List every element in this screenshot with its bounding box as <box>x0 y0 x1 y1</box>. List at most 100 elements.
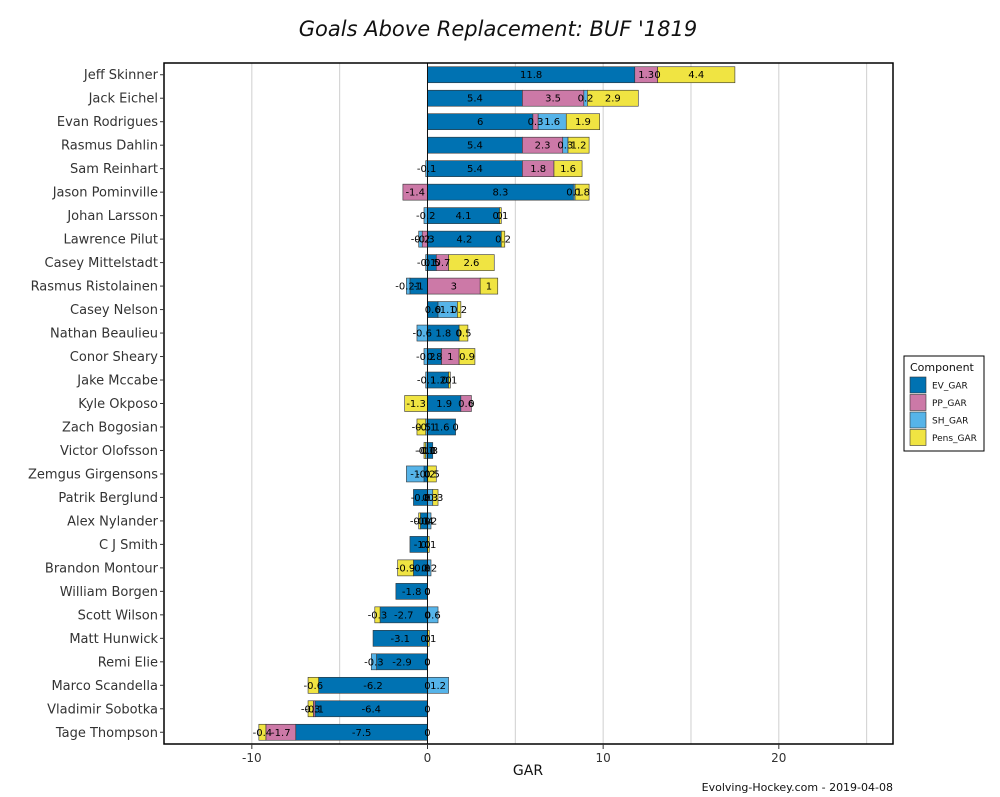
bar-segment-pens-gar <box>587 89 639 107</box>
bar-value-label: 0 <box>424 681 430 692</box>
legend-label: Pens_GAR <box>932 434 977 444</box>
bar-value-label: -0.8 <box>411 563 431 574</box>
bar-value-label: 0.8 <box>427 352 443 363</box>
bar-value-label: 5.4 <box>467 141 483 152</box>
bar-labels: 11.8 1.3 0 4.45.4 3.5 0.2 2.96 0.3 1.6 1.95.4 2.3 0… <box>253 70 705 739</box>
player-label: Jason Pominville <box>52 186 158 201</box>
bar-value-label: 0.9 <box>459 352 475 363</box>
bar-segment-sh-gar <box>370 653 377 671</box>
bar-value-label: -0.1 <box>417 164 437 175</box>
bar-value-label: 4.4 <box>688 70 704 81</box>
bar-value-label: 0.2 <box>578 94 594 105</box>
bar-segment-pens-gar <box>567 136 590 154</box>
x-axis-title: GAR <box>513 763 543 779</box>
x-axis-ticks: -10 0 10 20 <box>242 744 786 765</box>
bar-value-label: 0 <box>424 634 430 645</box>
bar-segment-pens-gar <box>458 348 476 365</box>
legend-title: Component <box>910 361 975 374</box>
bar-value-label: 1.8 <box>435 329 451 340</box>
bar-value-label: 1.9 <box>436 399 452 410</box>
bar-value-label: 0 <box>424 704 430 715</box>
bar-segment-pens-gar <box>448 254 495 271</box>
player-label: Vladimir Sobotka <box>47 702 158 717</box>
bar-value-label: 0 <box>430 446 436 457</box>
bar-value-label: 0 <box>424 587 430 598</box>
bar-value-label: 0.6 <box>425 610 441 621</box>
bar-value-label: 2.6 <box>463 258 479 269</box>
bar-value-label: 0 <box>424 657 430 668</box>
player-label: Conor Sheary <box>70 350 159 365</box>
player-label: C J Smith <box>99 538 158 553</box>
x-tick-label: 20 <box>771 751 786 765</box>
bar-value-label: 0.1 <box>441 376 457 387</box>
bar-value-label: 1.3 <box>638 70 654 81</box>
player-label: Rasmus Ristolainen <box>31 280 158 295</box>
bar-value-label: 0 <box>424 563 430 574</box>
bar-value-label: 0 <box>424 657 430 668</box>
bar-value-label: 11.8 <box>520 70 542 81</box>
bar-value-label: -0.5 <box>412 422 432 433</box>
bar-value-label: 0 <box>424 587 430 598</box>
bar-segment-pens-gar <box>500 230 506 248</box>
player-label: Casey Nelson <box>70 303 158 318</box>
bar-segment-pens-gar <box>499 207 502 224</box>
player-label: Jack Eichel <box>88 92 158 107</box>
bar-value-label: 0.6 <box>425 305 441 316</box>
bar-value-label: -6.4 <box>362 704 382 715</box>
legend-swatch <box>909 429 927 446</box>
bar-value-label: 1 <box>486 282 492 293</box>
bar-value-label: -0.1 <box>415 446 435 457</box>
bar-value-label: -0.2 <box>416 211 436 222</box>
bar-value-label: -0.1 <box>417 446 437 457</box>
bar-value-label: 0 <box>424 516 430 527</box>
bar-value-label: -2.9 <box>392 657 412 668</box>
bar-value-label: -0.3 <box>364 657 384 668</box>
bar-value-label: 0.2 <box>451 305 467 316</box>
bar-value-label: 5.4 <box>467 164 483 175</box>
bar-value-label: -2.7 <box>394 610 414 621</box>
legend-label: EV_GAR <box>932 382 968 392</box>
bar-value-label: 0 <box>424 540 430 551</box>
bar-segment-pens-gar <box>565 113 600 131</box>
bar-segment-pens-gar <box>574 183 590 201</box>
bar-segment-sh-gar <box>406 277 411 295</box>
bar-value-label: -1 <box>414 540 424 551</box>
bar-segment-pens-gar <box>397 559 414 577</box>
player-label: Kyle Okposo <box>78 397 158 412</box>
bar-value-label: -0.1 <box>304 704 324 715</box>
bar-value-label: 0 <box>468 399 474 410</box>
bar-segment-pens-gar <box>423 442 427 459</box>
player-label: William Borgen <box>60 585 158 600</box>
bar-value-label: 4.1 <box>456 211 472 222</box>
bar-value-label: 0 <box>435 305 441 316</box>
bars <box>258 63 736 744</box>
player-label: Tage Thompson <box>55 726 158 741</box>
bar-value-label: -7.5 <box>352 728 372 739</box>
bar-value-label: -0.1 <box>417 376 437 387</box>
player-label: Patrik Berglund <box>58 491 158 506</box>
bar-value-label: -3.1 <box>391 634 411 645</box>
bar-value-label: -0.3 <box>415 235 435 246</box>
bar-segment-pens-gar <box>432 489 439 506</box>
bar-value-label: 1 <box>447 352 453 363</box>
bar-value-label: 0 <box>452 422 458 433</box>
bar-value-label: 0.3 <box>557 141 573 152</box>
bar-segment-sh-gar <box>406 465 425 483</box>
bar-value-label: 0.5 <box>456 329 472 340</box>
bar-value-label: -0.2 <box>411 235 431 246</box>
bar-value-label: 0.7 <box>434 258 450 269</box>
bar-value-label: 0.5 <box>424 469 440 480</box>
bar-value-label: 1.2 <box>571 141 587 152</box>
bar-value-label: 1.1 <box>440 305 456 316</box>
bar-value-label: -1 <box>410 469 420 480</box>
bar-value-label: 5.4 <box>467 94 483 105</box>
player-label: Evan Rodrigues <box>57 115 158 130</box>
player-label: Lawrence Pilut <box>63 233 158 248</box>
bar-value-label: -0.21 <box>395 282 421 293</box>
bar-value-label: -0.4 <box>414 516 434 527</box>
player-label: Brandon Montour <box>45 561 159 576</box>
bar-segment-pens-gar <box>416 418 427 436</box>
bar-segment-pens-gar <box>458 324 469 342</box>
bar-segment-pens-gar <box>374 606 381 624</box>
bar-value-label: 0 <box>424 610 430 621</box>
